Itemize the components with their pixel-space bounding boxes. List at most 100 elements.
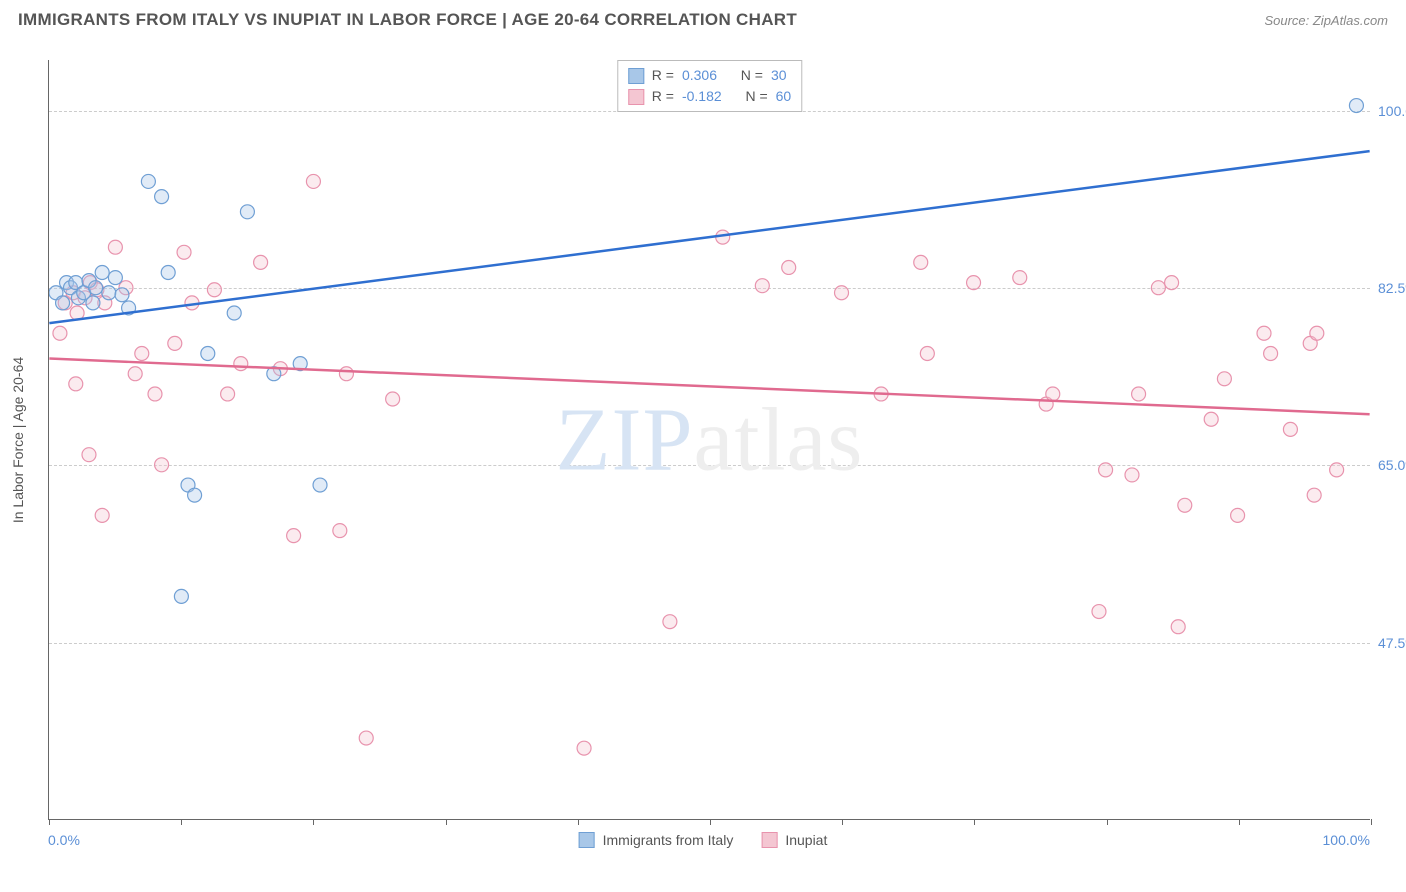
data-point xyxy=(1178,498,1192,512)
x-tick xyxy=(578,819,579,825)
data-point xyxy=(69,377,83,391)
data-point xyxy=(201,346,215,360)
data-point xyxy=(1310,326,1324,340)
x-tick xyxy=(710,819,711,825)
data-point xyxy=(287,529,301,543)
r-value-italy: 0.306 xyxy=(682,65,717,86)
data-point xyxy=(141,174,155,188)
data-point xyxy=(221,387,235,401)
y-tick-label: 65.0% xyxy=(1372,457,1406,473)
data-point xyxy=(227,306,241,320)
data-point xyxy=(663,615,677,629)
data-point xyxy=(207,283,221,297)
data-point xyxy=(1217,372,1231,386)
scatter-svg xyxy=(49,60,1370,819)
data-point xyxy=(313,478,327,492)
data-point xyxy=(1165,276,1179,290)
data-point xyxy=(967,276,981,290)
data-point xyxy=(86,296,100,310)
legend-correlation-box: R = 0.306 N = 30 R = -0.182 N = 60 xyxy=(617,60,802,112)
data-point xyxy=(89,281,103,295)
y-tick-label: 47.5% xyxy=(1372,635,1406,651)
data-point xyxy=(95,508,109,522)
data-point xyxy=(1307,488,1321,502)
swatch-italy-icon xyxy=(579,832,595,848)
legend-item-inupiat: Inupiat xyxy=(761,832,827,848)
data-point xyxy=(82,448,96,462)
data-point xyxy=(1125,468,1139,482)
data-point xyxy=(386,392,400,406)
r-value-inupiat: -0.182 xyxy=(682,86,722,107)
data-point xyxy=(56,296,70,310)
data-point xyxy=(835,286,849,300)
data-point xyxy=(174,589,188,603)
data-point xyxy=(115,288,129,302)
x-tick xyxy=(49,819,50,825)
data-point xyxy=(254,255,268,269)
y-axis-label: In Labor Force | Age 20-64 xyxy=(10,357,26,523)
chart-title: IMMIGRANTS FROM ITALY VS INUPIAT IN LABO… xyxy=(18,10,797,30)
x-tick xyxy=(446,819,447,825)
data-point xyxy=(95,266,109,280)
data-point xyxy=(168,336,182,350)
x-tick xyxy=(842,819,843,825)
data-point xyxy=(128,367,142,381)
data-point xyxy=(53,326,67,340)
y-tick-label: 100.0% xyxy=(1372,103,1406,119)
data-point xyxy=(782,260,796,274)
data-point xyxy=(914,255,928,269)
x-tick xyxy=(1107,819,1108,825)
x-min-label: 0.0% xyxy=(48,832,80,848)
legend-item-italy: Immigrants from Italy xyxy=(579,832,734,848)
data-point xyxy=(359,731,373,745)
data-point xyxy=(333,524,347,538)
data-point xyxy=(1151,281,1165,295)
data-point xyxy=(234,357,248,371)
legend-row-italy: R = 0.306 N = 30 xyxy=(628,65,791,86)
data-point xyxy=(1231,508,1245,522)
data-point xyxy=(148,387,162,401)
data-point xyxy=(1349,99,1363,113)
data-point xyxy=(1330,463,1344,477)
data-point xyxy=(177,245,191,259)
data-point xyxy=(102,286,116,300)
y-tick-label: 82.5% xyxy=(1372,280,1406,296)
swatch-italy xyxy=(628,68,644,84)
n-value-inupiat: 60 xyxy=(776,86,792,107)
legend-row-inupiat: R = -0.182 N = 60 xyxy=(628,86,791,107)
data-point xyxy=(1099,463,1113,477)
trend-line xyxy=(49,151,1369,323)
legend-bottom: Immigrants from Italy Inupiat xyxy=(579,832,828,848)
data-point xyxy=(920,346,934,360)
data-point xyxy=(155,458,169,472)
trend-line xyxy=(49,359,1369,415)
plot-area: ZIPatlas 47.5%65.0%82.5%100.0% R = 0.306… xyxy=(48,60,1370,820)
data-point xyxy=(155,190,169,204)
data-point xyxy=(1132,387,1146,401)
data-point xyxy=(339,367,353,381)
x-tick xyxy=(1371,819,1372,825)
data-point xyxy=(1013,271,1027,285)
data-point xyxy=(135,346,149,360)
data-point xyxy=(108,240,122,254)
x-tick xyxy=(181,819,182,825)
data-point xyxy=(306,174,320,188)
x-tick xyxy=(974,819,975,825)
x-max-label: 100.0% xyxy=(1323,832,1370,848)
data-point xyxy=(1264,346,1278,360)
swatch-inupiat-icon xyxy=(761,832,777,848)
data-point xyxy=(755,279,769,293)
data-point xyxy=(1092,605,1106,619)
data-point xyxy=(161,266,175,280)
data-point xyxy=(1046,387,1060,401)
data-point xyxy=(188,488,202,502)
n-value-italy: 30 xyxy=(771,65,787,86)
data-point xyxy=(108,271,122,285)
x-tick xyxy=(313,819,314,825)
data-point xyxy=(1204,412,1218,426)
data-point xyxy=(1283,422,1297,436)
data-point xyxy=(240,205,254,219)
data-point xyxy=(1171,620,1185,634)
source-attribution: Source: ZipAtlas.com xyxy=(1264,13,1388,28)
data-point xyxy=(1257,326,1271,340)
